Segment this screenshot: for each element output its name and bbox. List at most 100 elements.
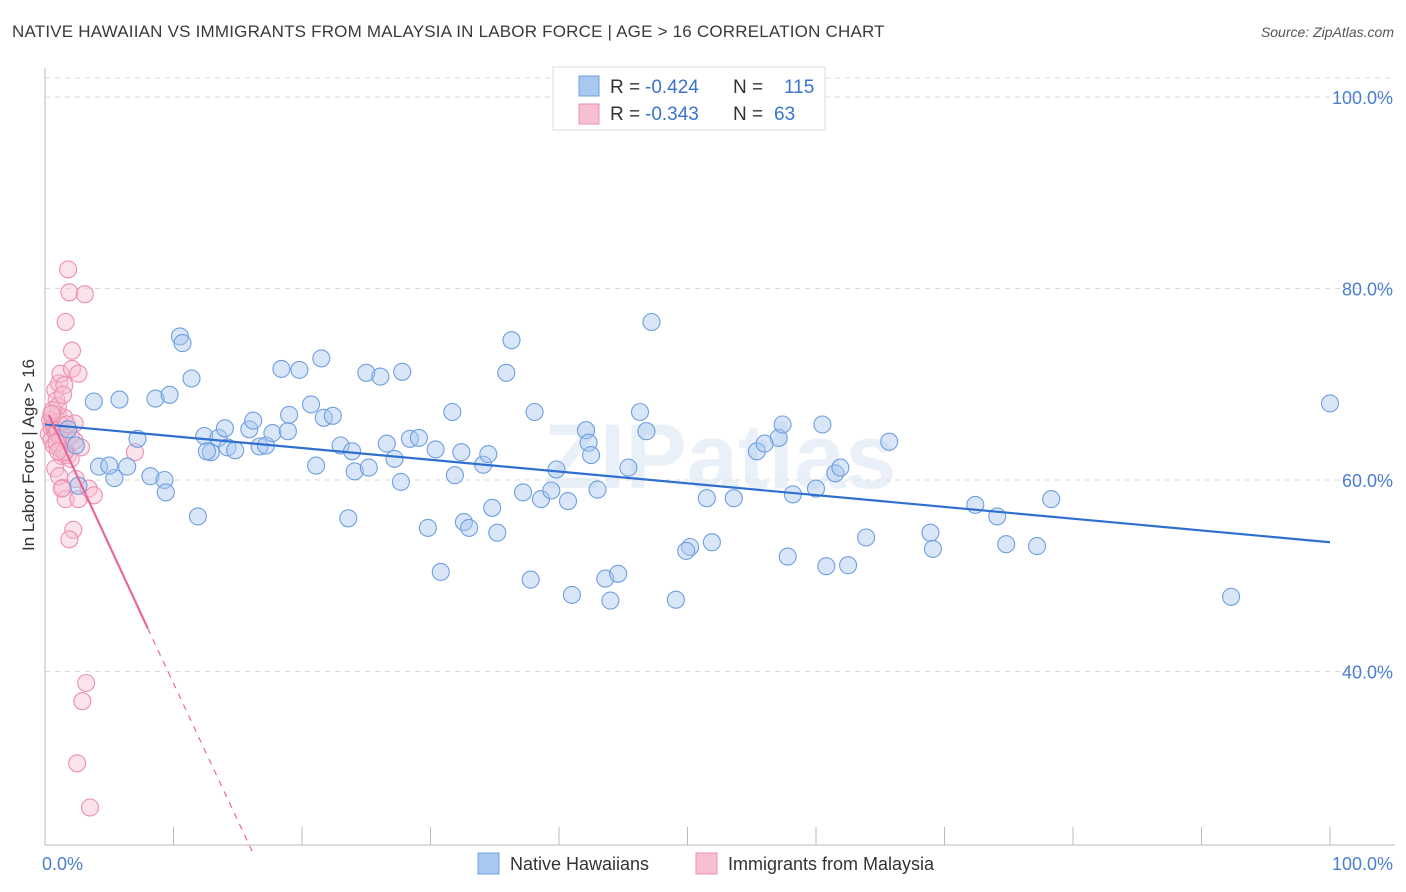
pink-points (39, 260, 144, 817)
blue-data-point (839, 556, 858, 575)
blue-data-point (244, 411, 263, 430)
blue-data-point (542, 481, 561, 500)
blue-data-point (755, 434, 774, 453)
pink-data-point (75, 285, 94, 304)
blue-data-point (226, 441, 245, 460)
legend-n-label: N = (733, 104, 763, 125)
blue-data-point (630, 402, 650, 422)
pink-data-point (53, 478, 73, 497)
blue-data-point (637, 422, 656, 441)
blue-data-point (118, 457, 137, 476)
blue-data-point (813, 415, 832, 434)
pink-data-point (69, 364, 88, 383)
legend-swatch-blue (578, 75, 600, 97)
blue-data-point (642, 312, 661, 332)
pink-data-point (52, 479, 71, 498)
bottom-legend-swatch-pink (695, 852, 718, 875)
pink-data-point (80, 798, 100, 817)
blue-data-point (454, 513, 473, 532)
legend-r-value: -0.343 (645, 104, 699, 125)
blue-data-point (502, 331, 521, 350)
blue-data-point (290, 360, 309, 379)
blue-data-point (817, 557, 836, 576)
blue-data-point (562, 585, 581, 604)
blue-data-point (339, 509, 358, 528)
blue-data-point (141, 467, 160, 486)
blue-data-point (272, 359, 291, 378)
blue-data-point (497, 363, 516, 382)
bottom-legend: Native Hawaiians Immigrants from Malaysi… (477, 852, 935, 875)
watermark: ZIPatlas (544, 406, 897, 508)
pink-trend-line (47, 414, 149, 629)
pink-data-point (51, 364, 70, 383)
legend-swatch-pink (578, 103, 600, 125)
pink-data-point (55, 376, 74, 395)
blue-data-point (371, 367, 390, 386)
y-axis-label: In Labor Force | Age > 16 (19, 359, 38, 551)
blue-data-point (377, 434, 396, 453)
blue-data-point (173, 334, 192, 353)
blue-data-point (156, 483, 175, 502)
blue-data-point (521, 570, 540, 589)
y-tick-label: 100.0% (1332, 88, 1393, 108)
blue-data-point (59, 420, 78, 439)
pink-data-point (59, 260, 78, 279)
top-legend: R = -0.424 N = 115 R = -0.343 N = 63 (552, 66, 826, 131)
y-tick-label: 40.0% (1342, 663, 1393, 683)
blue-data-point (483, 498, 502, 517)
legend-n-label: N = (733, 77, 763, 98)
pink-trend-line-dashed (147, 628, 255, 857)
x-tick-label: 0.0% (42, 854, 83, 874)
pink-data-point (68, 754, 87, 773)
blue-data-point (452, 443, 471, 462)
pink-data-point (62, 341, 82, 360)
blue-data-point (312, 349, 331, 368)
blue-trend-line (44, 423, 1331, 544)
blue-data-point (314, 408, 333, 427)
blue-data-point (923, 539, 942, 558)
blue-data-point (182, 369, 201, 388)
blue-data-point (747, 442, 766, 461)
pink-data-point (73, 692, 92, 711)
bottom-legend-blue-label: Native Hawaiians (510, 854, 649, 874)
blue-data-point (240, 420, 259, 439)
blue-data-point (385, 449, 404, 468)
blue-data-point (431, 562, 450, 581)
pink-data-point (77, 673, 96, 693)
blue-data-point (677, 541, 696, 560)
blue-data-point (345, 462, 364, 481)
blue-data-point (443, 402, 462, 422)
y-tick-label: 60.0% (1342, 471, 1393, 491)
blue-data-point (997, 535, 1016, 554)
legend-r-label: R = (610, 104, 640, 125)
blue-data-point (100, 456, 119, 475)
blue-data-point (84, 392, 103, 411)
blue-data-point (160, 385, 179, 404)
blue-data-point (307, 456, 326, 475)
blue-data-point (479, 445, 498, 464)
blue-data-point (702, 533, 721, 552)
blue-data-point (263, 424, 282, 443)
blue-data-point (513, 483, 533, 502)
blue-data-point (609, 564, 628, 583)
chart-source: Source: ZipAtlas.com (1260, 24, 1394, 40)
blue-data-point (547, 460, 566, 479)
blue-data-point (619, 458, 638, 477)
blue-data-point (697, 489, 716, 508)
blue-data-point (146, 389, 165, 408)
blue-data-point (558, 492, 578, 511)
blue-data-point (525, 402, 544, 422)
blue-points (59, 312, 1340, 610)
blue-data-point (393, 362, 412, 381)
blue-data-point (359, 458, 378, 477)
blue-data-point (666, 590, 685, 609)
x-tick-label: 100.0% (1332, 854, 1393, 874)
blue-data-point (215, 419, 234, 438)
blue-data-point (301, 395, 321, 414)
blue-data-point (445, 466, 464, 485)
blue-data-point (209, 428, 228, 447)
blue-data-point (601, 591, 620, 610)
y-tick-label: 80.0% (1342, 280, 1393, 300)
blue-data-point (66, 436, 85, 455)
